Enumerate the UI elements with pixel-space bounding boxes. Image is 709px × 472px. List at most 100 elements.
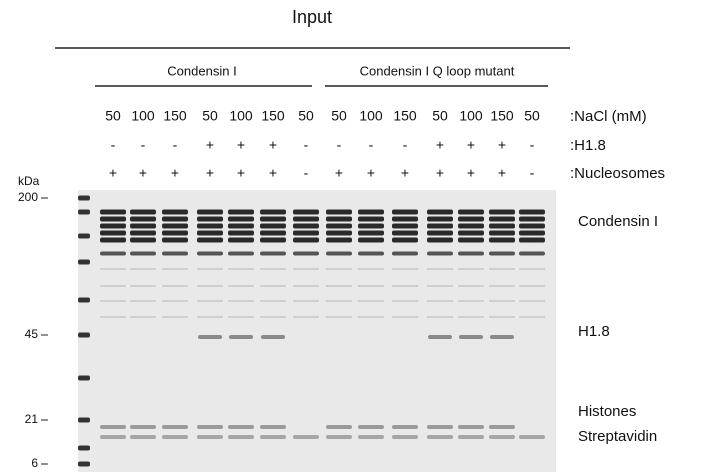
faint-band [458,285,484,287]
marker-label: 200 [18,190,38,204]
faint-band [392,316,418,318]
faint-band [427,268,453,270]
lane-h18: - [173,137,178,153]
band-label: H1.8 [578,323,610,340]
band [392,237,418,243]
band [489,223,515,229]
faint-band [100,316,126,318]
group-label: Condensin I Q loop mutant [360,63,515,78]
band [260,209,286,215]
faint-band [162,268,188,270]
band [489,209,515,215]
lane-h18: - [304,137,309,153]
ladder-band [78,375,90,381]
lane-nucleosomes: + [269,165,277,181]
lane-nacl: 100 [359,108,383,124]
band-h18 [198,335,222,339]
band-histones [260,425,286,429]
faint-band [228,316,254,318]
band [326,237,352,243]
lane-nucleosomes: + [436,165,444,181]
band-streptavidin [162,435,188,439]
band [130,223,156,229]
band [358,251,384,256]
band-h18 [428,335,452,339]
band [293,209,319,215]
marker-label: 45 [25,327,39,341]
lane-h18: - [369,137,374,153]
band [197,216,223,222]
band [458,230,484,236]
faint-band [293,285,319,287]
band [162,251,188,256]
faint-band [162,285,188,287]
band [293,223,319,229]
band-streptavidin [100,435,126,439]
band [260,230,286,236]
band [293,251,319,256]
faint-band [130,316,156,318]
lane-h18: + [498,137,506,153]
band [228,251,254,256]
faint-band [392,268,418,270]
faint-band [358,268,384,270]
band [130,209,156,215]
band [519,209,545,215]
faint-band [100,300,126,302]
faint-band [358,300,384,302]
faint-band [197,300,223,302]
band [489,230,515,236]
band [458,237,484,243]
band-h18 [261,335,285,339]
band [427,237,453,243]
band-label: Histones [578,403,636,420]
faint-band [130,300,156,302]
band [228,216,254,222]
band-histones [489,425,515,429]
lane-nacl: 50 [432,108,448,124]
faint-band [427,285,453,287]
lane-nacl: 50 [331,108,347,124]
ladder-band [78,233,90,239]
band [197,223,223,229]
band [162,216,188,222]
lane-nucleosomes: - [530,165,535,181]
band [519,237,545,243]
band [100,223,126,229]
band [326,251,352,256]
band [197,230,223,236]
band-histones [326,425,352,429]
band [458,209,484,215]
lane-h18: - [530,137,535,153]
faint-band [326,300,352,302]
band-h18 [229,335,253,339]
ladder-band [78,332,90,338]
lane-nucleosomes: + [206,165,214,181]
band-histones [358,425,384,429]
band-h18 [459,335,483,339]
lane-h18: - [403,137,408,153]
faint-band [519,268,545,270]
band-streptavidin [228,435,254,439]
lane-nucleosomes: - [304,165,309,181]
band [228,209,254,215]
lane-nacl: 150 [393,108,417,124]
band [100,216,126,222]
band [260,223,286,229]
title: Input [292,7,332,27]
faint-band [228,285,254,287]
faint-band [458,300,484,302]
band [427,230,453,236]
band [100,237,126,243]
lane-h18: + [206,137,214,153]
band [427,209,453,215]
band-label: Streptavidin [578,428,657,445]
band-streptavidin [358,435,384,439]
row-label: :Nucleosomes [570,165,665,182]
band [458,216,484,222]
band-streptavidin [130,435,156,439]
band [293,237,319,243]
band [326,223,352,229]
band [458,251,484,256]
lane-h18: - [141,137,146,153]
